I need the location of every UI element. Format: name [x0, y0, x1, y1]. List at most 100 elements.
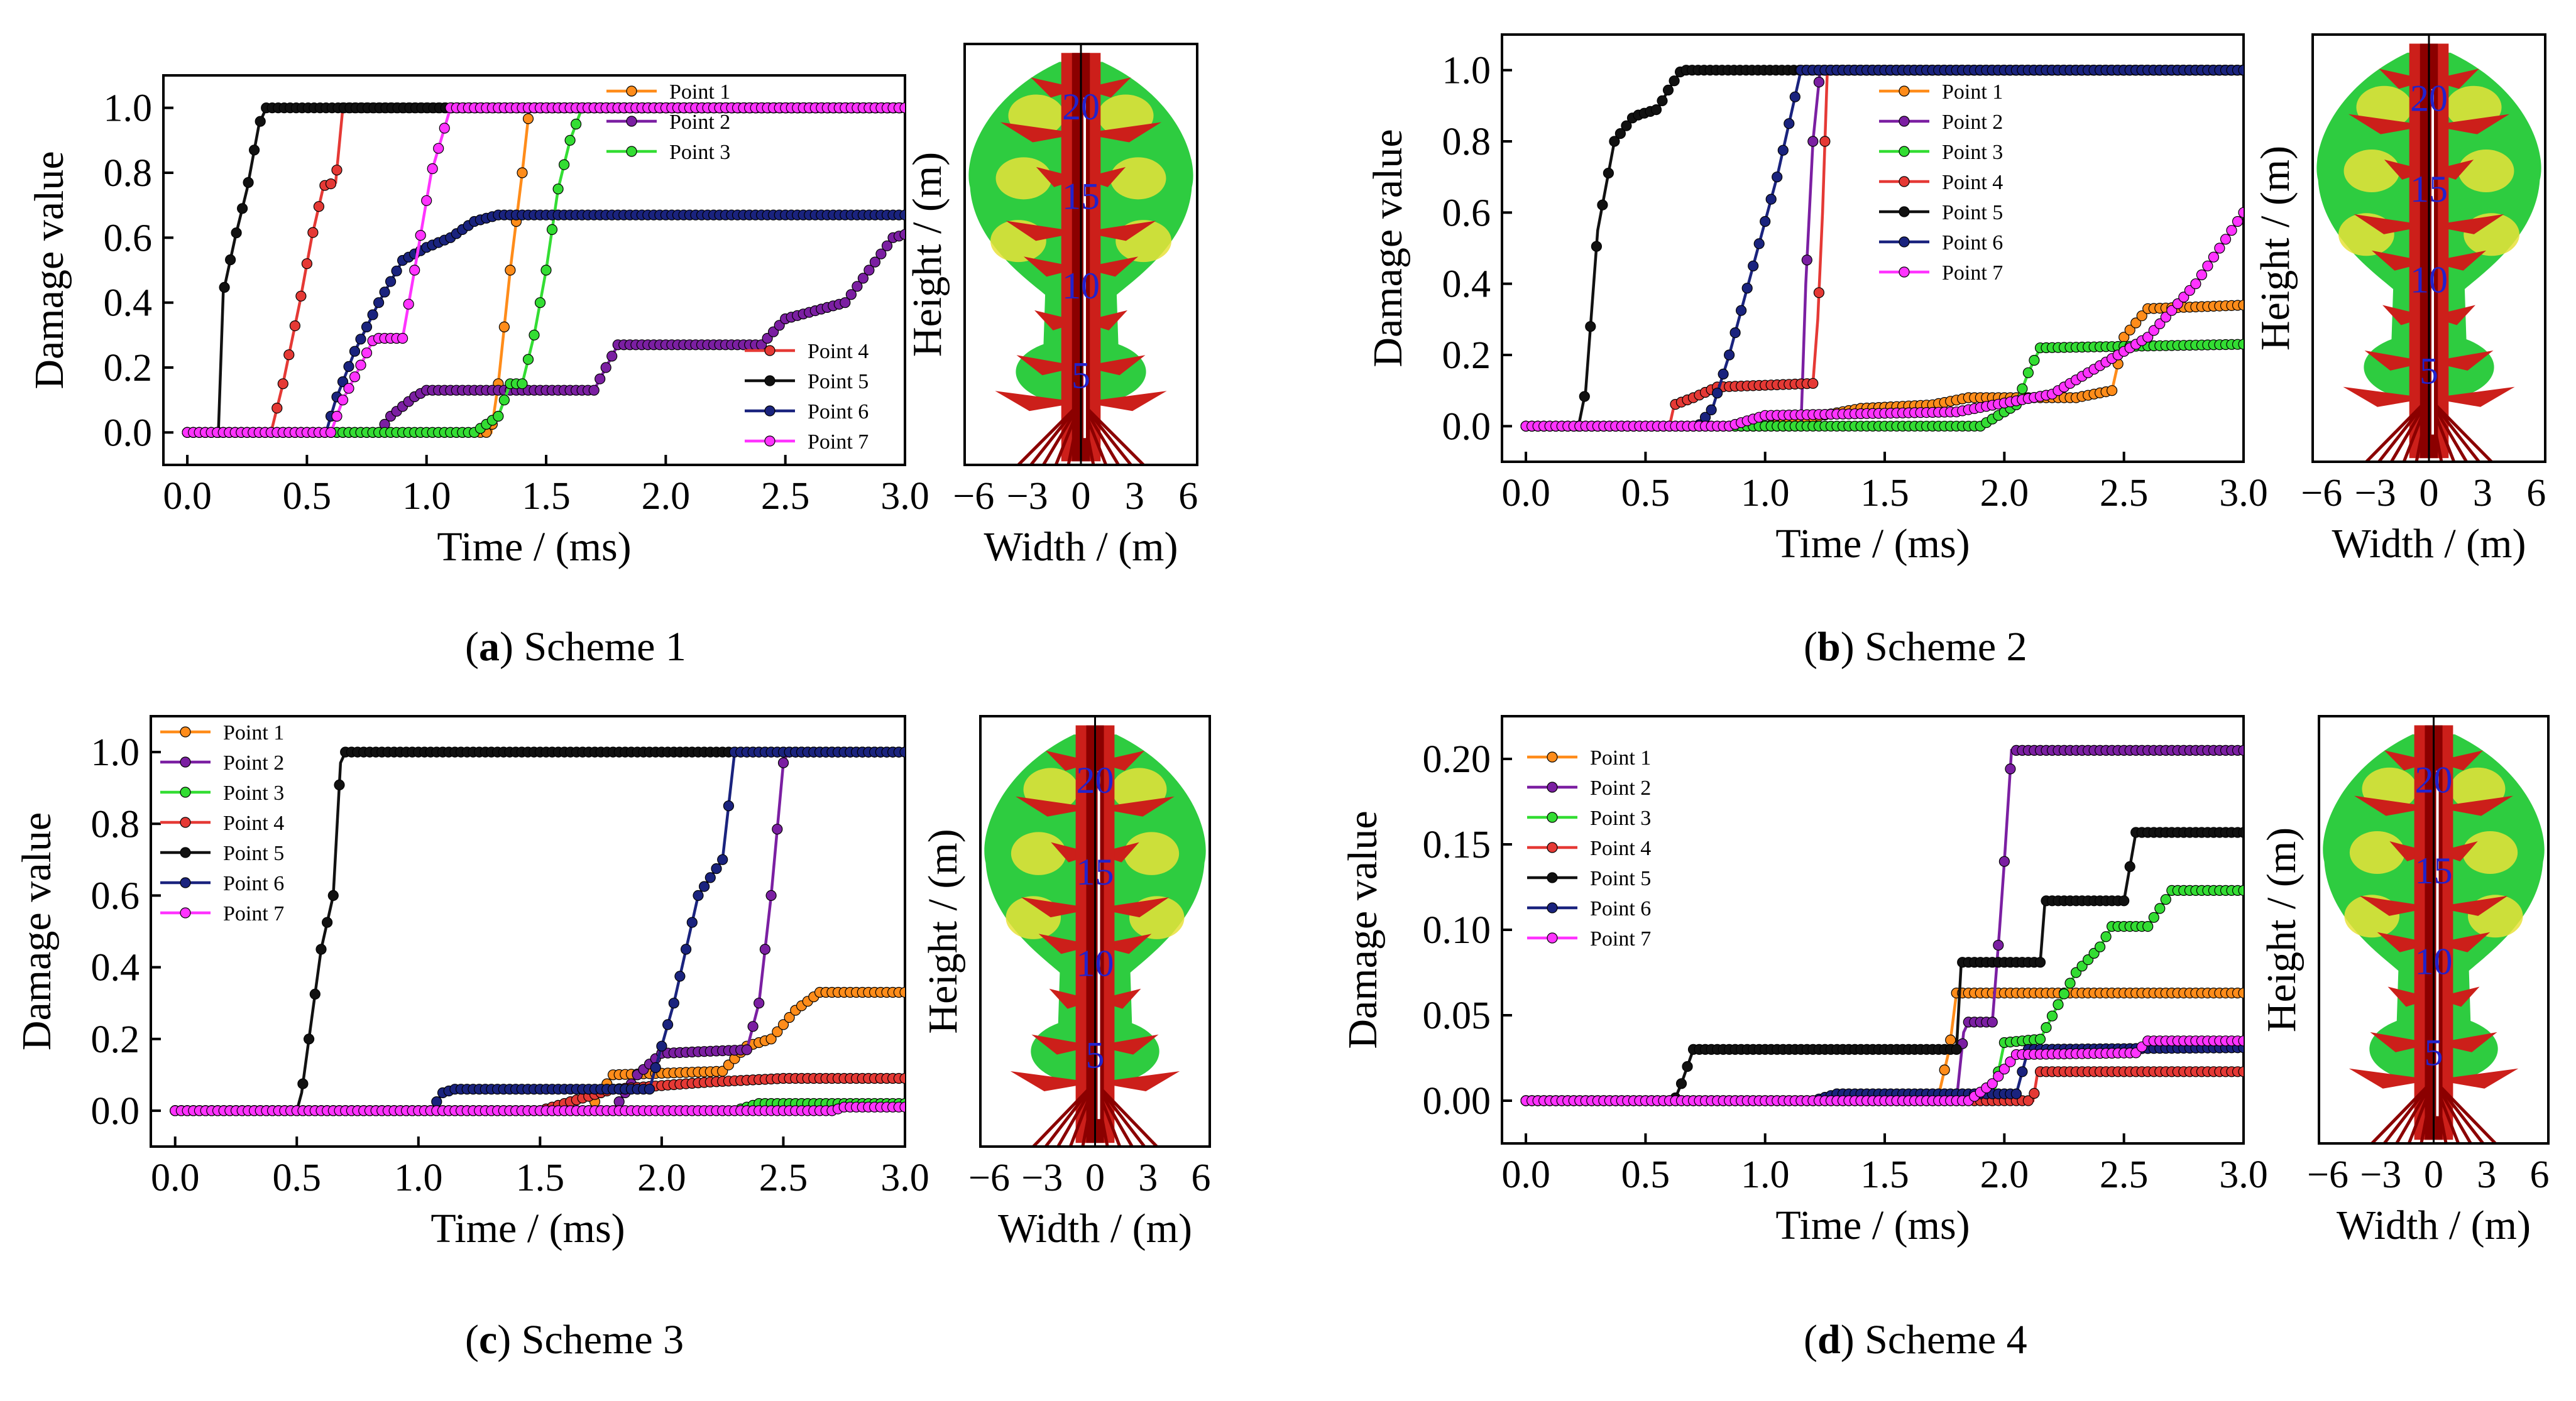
caption-a: (a) Scheme 1 [465, 624, 686, 670]
data-point [656, 1040, 667, 1052]
data-point [1741, 283, 1753, 294]
crack-band [2429, 350, 2494, 371]
data-point [2029, 1088, 2040, 1099]
data-point [391, 265, 402, 276]
radial-crack [1032, 1081, 1097, 1147]
data-point [283, 349, 295, 361]
crack-band [2429, 160, 2474, 180]
legend-label: Point 6 [808, 400, 869, 423]
data-point [2238, 1066, 2244, 1077]
legend-marker [1899, 236, 1910, 248]
series-group [182, 102, 905, 438]
yellow-zone [1011, 832, 1066, 875]
plot-frame [150, 715, 906, 1148]
series-line-point-2 [175, 750, 905, 1113]
data-point [361, 321, 373, 333]
radial-crack [2427, 397, 2468, 462]
data-point [662, 1019, 674, 1030]
height-label: 15 [2410, 168, 2448, 210]
legend-marker [180, 907, 191, 919]
data-point [337, 395, 349, 406]
x-tick-label: 2.0 [1980, 1153, 2029, 1196]
legend-marker [1899, 176, 1910, 187]
contour-x-tick-label: −6 [953, 475, 994, 518]
height-label: 10 [1062, 265, 1100, 307]
legend-label: Point 3 [1942, 141, 2003, 164]
radial-crack [2395, 1079, 2435, 1143]
data-point [309, 988, 321, 1000]
radial-crack [1044, 1081, 1097, 1147]
data-point [2232, 215, 2244, 227]
height-label: 5 [1086, 1034, 1105, 1076]
legend-label: Point 3 [1590, 807, 1651, 830]
data-point [255, 116, 266, 127]
data-point [899, 746, 905, 758]
series-line-point-6 [175, 750, 905, 1113]
data-point [668, 998, 679, 1009]
y-tick-label: 0.6 [1442, 192, 1491, 234]
x-tick-label: 2.0 [642, 475, 691, 518]
radial-crack [2432, 1078, 2497, 1143]
data-point [1675, 1078, 1687, 1089]
data-point [784, 1011, 795, 1023]
crack-band [2364, 350, 2429, 371]
crack-band [2387, 986, 2434, 1007]
legend-label: Point 6 [223, 872, 284, 895]
legend: Point 1 Point 2 Point 3 Point 4 Point 5 Point… [160, 721, 284, 925]
legend-label: Point 5 [223, 842, 284, 865]
crack-band [1095, 897, 1170, 918]
data-point [644, 1084, 655, 1095]
legend-label: Point 1 [669, 80, 730, 104]
chart-panel-c: 0.0 0.5 1.0 1.5 2.0 2.5 3.0 0.0 0.2 0.4 0.6 0.8 1.0 T… [14, 715, 929, 1251]
data-point [2154, 903, 2166, 914]
x-tick-label: 0.0 [163, 475, 212, 518]
y-tick-label: 0.2 [91, 1018, 140, 1061]
data-point [249, 144, 260, 156]
data-point [650, 1062, 661, 1074]
x-tick-label: 1.0 [394, 1157, 443, 1199]
crack-band [1081, 122, 1162, 143]
crack-band [2433, 932, 2491, 952]
data-point [1998, 856, 2010, 867]
height-label: 10 [1077, 943, 1114, 984]
contour-x-tick-label: −3 [2355, 472, 2396, 515]
data-point [219, 281, 230, 293]
radial-crack [2370, 1078, 2435, 1143]
data-point [1706, 404, 1717, 416]
y-axis-label: Damage value [1365, 129, 1411, 367]
data-point [2214, 243, 2225, 254]
x-tick-label: 2.0 [637, 1157, 686, 1199]
data-point [1760, 215, 1771, 227]
data-point [1772, 172, 1783, 183]
data-point [899, 986, 905, 998]
data-point [899, 209, 905, 221]
crack-band [1049, 988, 1095, 1009]
contour-x-tick-label: 6 [2529, 1153, 2549, 1196]
data-point [564, 134, 576, 146]
crack-band [2429, 250, 2487, 271]
contour-x-tick-label: −6 [2307, 1153, 2349, 1196]
data-point [361, 347, 373, 359]
contour-y-axis-label: Height / (m) [920, 829, 966, 1033]
crack-band [1081, 166, 1126, 187]
radial-crack [1079, 401, 1095, 465]
legend-marker [180, 787, 191, 798]
x-tick-label: 3.0 [2219, 1153, 2268, 1196]
contour-x-tick-label: −6 [2301, 472, 2342, 515]
crack-band [2429, 214, 2504, 234]
crack-band [1031, 1034, 1095, 1055]
contour-x-tick-label: −3 [2360, 1153, 2401, 1196]
data-point [415, 230, 426, 241]
radial-crack [1056, 1081, 1097, 1147]
legend-label: Point 7 [1590, 927, 1651, 951]
data-point [355, 334, 366, 345]
data-point [570, 118, 582, 130]
data-point [517, 378, 528, 390]
y-axis-label: Damage value [14, 812, 60, 1050]
data-point [723, 800, 735, 812]
legend-marker [180, 847, 191, 858]
legend-marker [626, 146, 637, 157]
data-point [534, 297, 546, 308]
chart-panel-b: 0.0 0.5 1.0 1.5 2.0 2.5 3.0 0.0 0.2 0.4 0.6 0.8 1.0 T… [1365, 33, 2268, 567]
data-point [1801, 254, 1812, 266]
